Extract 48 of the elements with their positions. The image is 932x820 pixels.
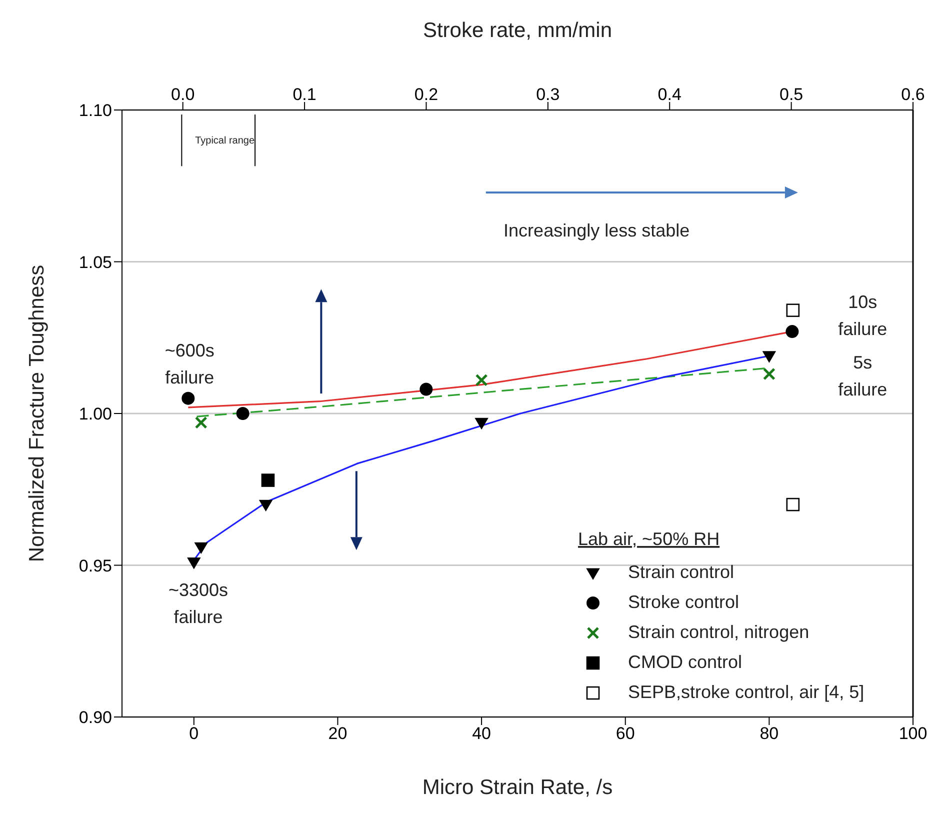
annotation: Typical range [195,134,256,146]
annotation: Increasingly less stable [504,220,690,240]
legend-label: SEPB,stroke control, air [4, 5] [628,682,864,702]
annotation: ~3300s failure [168,580,228,627]
x2-tick-label: 0.5 [779,85,804,104]
legend-label: Strain control [628,562,734,582]
x-tick-label: 20 [328,724,348,744]
point [187,558,200,569]
x2-tick-label: 0.4 [658,85,682,104]
legend-label: Strain control, nitrogen [628,622,810,642]
point [261,474,275,487]
y-tick-label: 1.00 [78,404,112,424]
y-axis-title: Normalized Fracture Toughness [25,264,48,562]
point [236,407,250,420]
point [420,382,433,396]
x-axis-title: Micro Strain Rate, /s [422,776,613,799]
x-tick-label: 100 [898,724,928,744]
x-tick-label: 40 [472,724,492,744]
point [786,304,800,317]
y-tick-label: 0.90 [78,708,112,728]
point [475,418,488,430]
x-tick-label: 60 [616,724,635,744]
point [786,498,800,512]
y-tick-label: 1.10 [78,101,112,120]
y-tick-label: 1.05 [78,252,112,272]
legend-label: Stroke control [628,592,740,612]
point [194,542,208,554]
point [182,392,195,405]
legend-label: CMOD control [628,652,742,672]
annotation: ~600s failure [164,340,214,388]
x2-tick-label: 0.2 [414,85,438,104]
y-tick-label: 0.95 [78,556,112,576]
x2-tick-label: 0.1 [292,85,316,104]
legend-title: Lab air, ~50% RH [578,529,720,549]
point [194,416,208,429]
point [259,500,272,512]
point [786,325,799,338]
point [762,351,776,362]
x-tick-label: 0 [189,724,199,744]
point [762,368,776,380]
x2-axis-title: Stroke rate, mm/min [422,18,612,42]
x2-tick-label: 0.3 [536,85,560,104]
point [475,374,488,386]
x2-tick-label: 0.6 [901,85,925,104]
annotation: 5s failure [838,352,888,400]
annotation: 10s failure [838,292,888,339]
x-tick-label: 80 [760,724,779,744]
x2-tick-label: 0.0 [171,85,195,104]
